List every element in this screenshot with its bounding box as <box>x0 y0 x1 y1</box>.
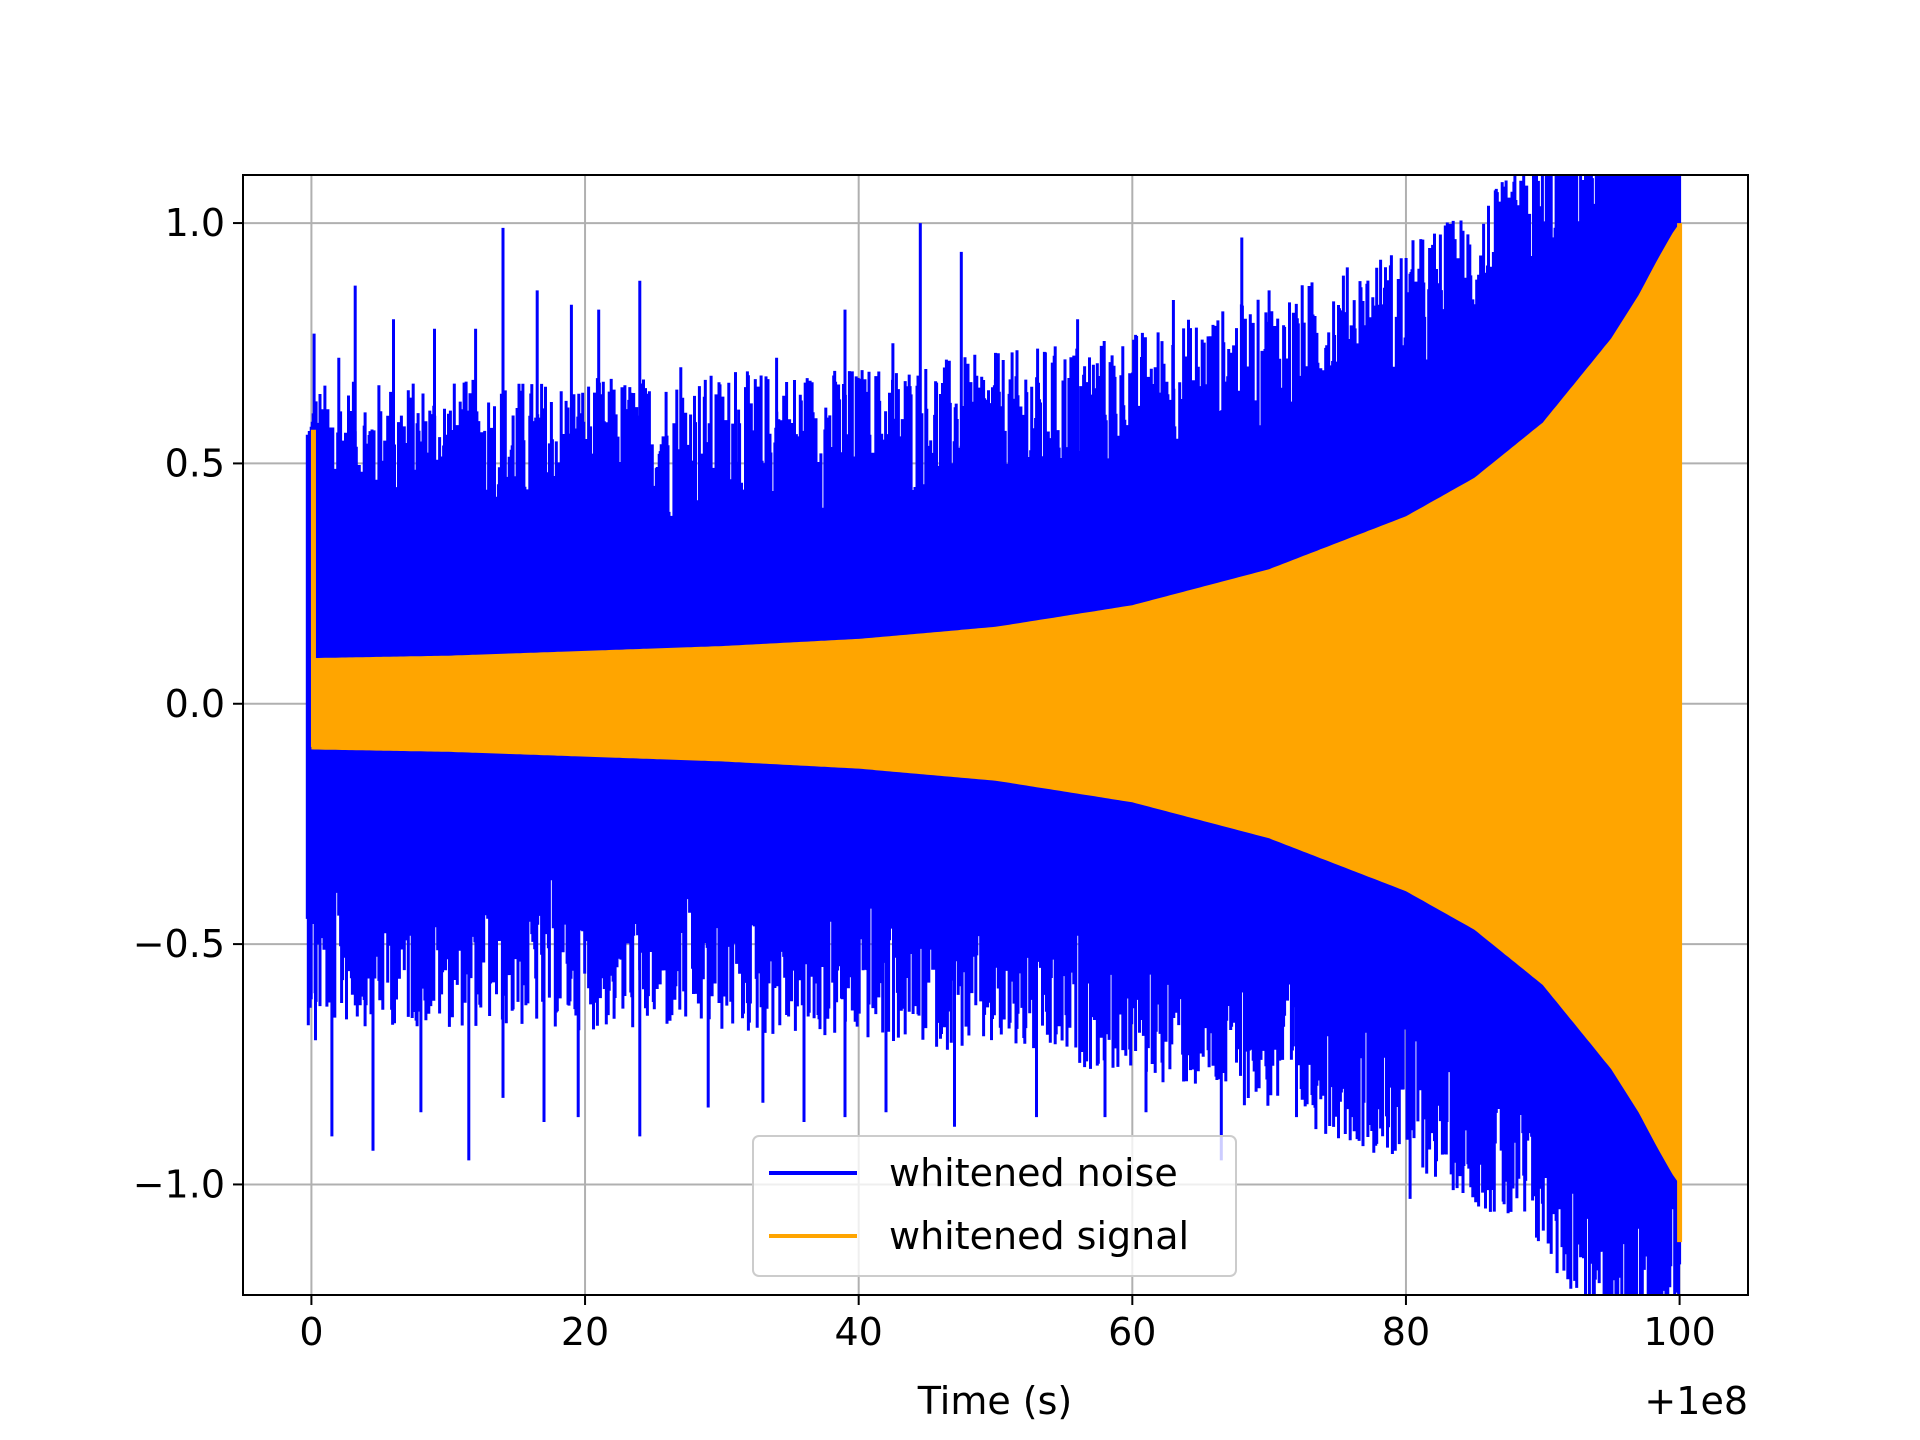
x-tick-label: 60 <box>1108 1310 1156 1354</box>
x-axis-offset-label: +1e8 <box>1644 1379 1748 1423</box>
y-axis-ticks: −1.0 −0.5 0.0 0.5 1.0 <box>133 201 243 1206</box>
legend-label-whitened-signal: whitened signal <box>889 1214 1189 1258</box>
y-tick-label: −1.0 <box>133 1162 225 1206</box>
signal-band <box>311 223 1680 1185</box>
y-tick-label: 0.0 <box>165 682 225 726</box>
legend: whitened noise whitened signal <box>752 1135 1237 1277</box>
x-tick-label: 40 <box>835 1310 883 1354</box>
legend-box <box>752 1135 1237 1277</box>
x-axis-label: Time (s) <box>917 1379 1073 1423</box>
series-whitened-signal <box>310 223 1683 1243</box>
y-tick-label: 1.0 <box>165 201 225 245</box>
y-tick-label: −0.5 <box>133 922 225 966</box>
x-tick-label: 100 <box>1643 1310 1716 1354</box>
plot-frame <box>242 174 1749 1296</box>
x-axis-ticks: 0 20 40 60 80 100 <box>299 1295 1716 1354</box>
y-tick-label: 0.5 <box>165 441 225 485</box>
x-tick-label: 20 <box>561 1310 609 1354</box>
plot-series-layer <box>305 175 1683 1295</box>
x-tick-label: 0 <box>299 1310 323 1354</box>
legend-label-whitened-noise: whitened noise <box>889 1151 1178 1195</box>
x-tick-label: 80 <box>1382 1310 1430 1354</box>
